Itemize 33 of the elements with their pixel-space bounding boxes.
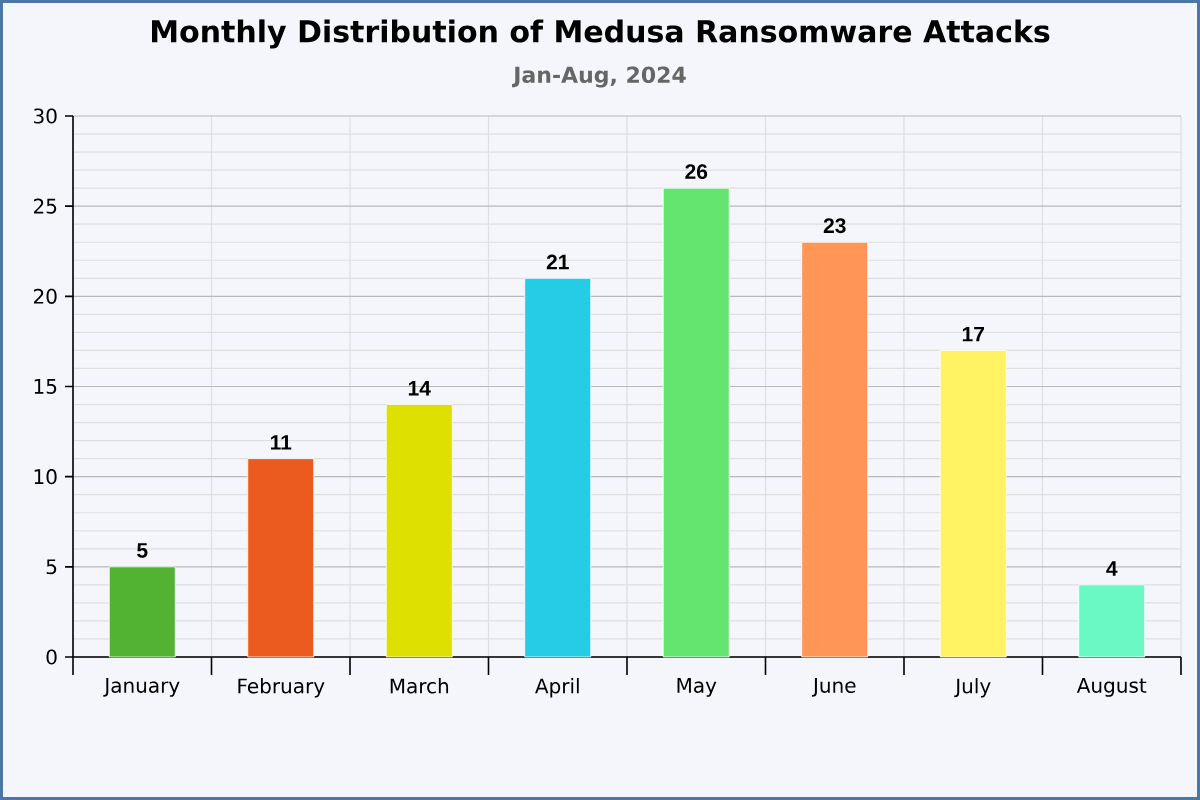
x-tick-label: March (390, 678, 449, 694)
x-tick-label: May (677, 678, 717, 697)
bar (524, 277, 592, 658)
x-tick-label: August (1076, 678, 1147, 697)
data-label: 11 (270, 435, 292, 450)
data-label: 23 (823, 218, 846, 234)
data-label: 14 (408, 381, 431, 396)
bar (108, 566, 176, 658)
y-tick-label: 25 (33, 198, 57, 214)
data-label: 17 (962, 326, 984, 342)
chart-subtitle: Jan-Aug, 2024 (512, 66, 686, 88)
x-tick-label: June (811, 678, 856, 697)
x-tick-label: January (103, 678, 180, 697)
data-label: 26 (685, 164, 708, 180)
bar (247, 458, 315, 658)
bar (801, 241, 869, 658)
data-label: 5 (137, 543, 148, 558)
chart-title: Monthly Distribution of Medusa Ransomware Attacks (152, 19, 1050, 49)
x-tick-label: July (954, 678, 991, 698)
bar (662, 187, 730, 658)
data-label: 21 (546, 254, 569, 270)
bar (1078, 584, 1146, 658)
bar (939, 350, 1007, 658)
y-tick-label: 20 (33, 288, 57, 304)
y-tick-label: 15 (34, 379, 57, 394)
y-tick-label: 10 (34, 469, 57, 485)
y-tick-label: 0 (46, 649, 57, 665)
data-label: 4 (1106, 561, 1118, 576)
x-tick-label: February (238, 678, 325, 698)
x-tick-label: April (535, 678, 579, 698)
y-tick-label: 5 (46, 559, 57, 575)
bar (385, 404, 453, 658)
y-tick-label: 30 (34, 108, 57, 124)
